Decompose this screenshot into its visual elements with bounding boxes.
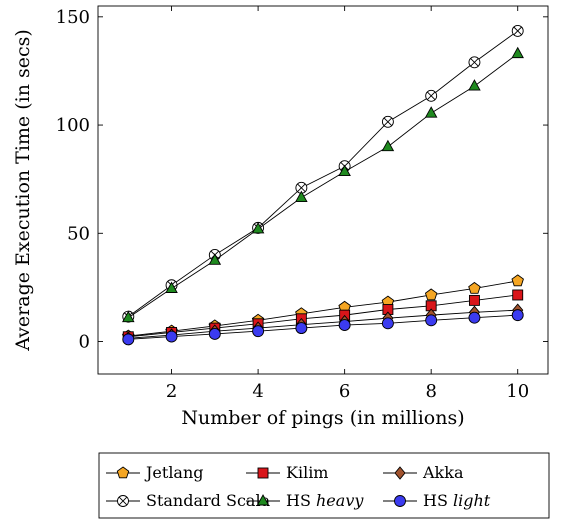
legend-label-akka: Akka [422,463,464,482]
legend-marker-akka [394,466,406,480]
legend-item-jetlang: Jetlang [106,463,204,482]
x-tick-label: 2 [166,381,177,402]
legend-label-kilim: Kilim [286,463,328,482]
plot-area [122,24,524,346]
y-tick-label: 0 [79,332,90,353]
data-point-kilim-10 [512,289,524,301]
data-point-standard-scala-9 [468,56,481,69]
x-tick-label: 8 [425,381,436,402]
data-point-standard-scala-10 [511,24,524,37]
plot-frame [97,5,549,375]
series-line-kilim [128,294,518,338]
legend-box [98,452,550,519]
data-point-hs-light-7 [381,317,394,330]
data-point-hs-heavy-6 [338,164,351,177]
data-point-jetlang-8 [424,288,438,301]
x-tick-label: 10 [506,381,529,402]
legend-label-standard-scala: Standard Scala [146,491,271,510]
x-axis-label: Number of pings (in millions) [181,407,464,429]
data-point-standard-scala-7 [381,115,394,128]
data-point-hs-heavy-3 [208,253,222,265]
y-tick-label: 100 [56,115,90,136]
data-point-hs-heavy-4 [251,222,265,234]
legend-item-hs-light: HS light [383,491,491,510]
series-hs-heavy [122,46,524,323]
data-point-hs-heavy-1 [122,310,135,323]
y-tick-label: 50 [67,223,90,244]
data-point-kilim-9 [468,294,480,306]
data-point-hs-heavy-9 [468,79,481,91]
series-line-hs-light [128,314,518,340]
data-point-hs-light-6 [338,319,351,332]
legend-label-hs-light: HS light [423,491,491,510]
series-line-jetlang [128,280,518,337]
series-line-akka [128,309,518,339]
series-line-standard-scala [128,30,518,318]
series-hs-light [122,309,524,346]
data-point-hs-heavy-7 [381,139,395,152]
data-point-hs-heavy-5 [295,190,308,203]
x-tick-label: 6 [339,381,350,402]
x-tick-label: 4 [252,381,263,402]
legend-marker-standard-scala [117,495,129,507]
legend-marker-jetlang [116,466,130,479]
data-point-hs-heavy-2 [165,281,178,293]
data-point-hs-light-5 [295,322,308,335]
legend-item-standard-scala: Standard Scala [106,491,271,510]
data-point-hs-heavy-8 [424,106,438,118]
data-point-hs-light-3 [208,328,221,340]
legend: Jetlang Kilim Akka Standard Scala HS heavy HS… [98,452,550,519]
data-point-hs-light-4 [252,325,265,338]
data-point-hs-light-1 [122,333,135,346]
series-standard-scala [122,24,524,323]
data-point-hs-light-2 [165,330,178,343]
data-point-jetlang-10 [511,274,524,287]
data-point-jetlang-9 [468,281,481,294]
y-axis-label: Average Execution Time (in secs) [12,29,34,352]
legend-item-hs-heavy: HS heavy [246,491,364,510]
data-point-standard-scala-8 [425,89,438,102]
data-point-hs-light-8 [425,314,438,327]
legend-label-hs-heavy: HS heavy [286,491,364,510]
legend-item-kilim: Kilim [246,463,328,482]
y-tick-label: 150 [56,7,90,28]
legend-label-jetlang: Jetlang [144,463,204,482]
legend-marker-hs-light [394,495,406,507]
legend-item-akka: Akka [383,463,464,482]
legend-marker-hs-heavy [256,494,270,506]
legend-marker-kilim [257,467,269,479]
data-point-hs-heavy-10 [511,46,524,59]
data-point-hs-light-10 [511,309,524,322]
data-point-hs-light-9 [468,311,481,324]
series-line-hs-heavy [128,53,518,319]
